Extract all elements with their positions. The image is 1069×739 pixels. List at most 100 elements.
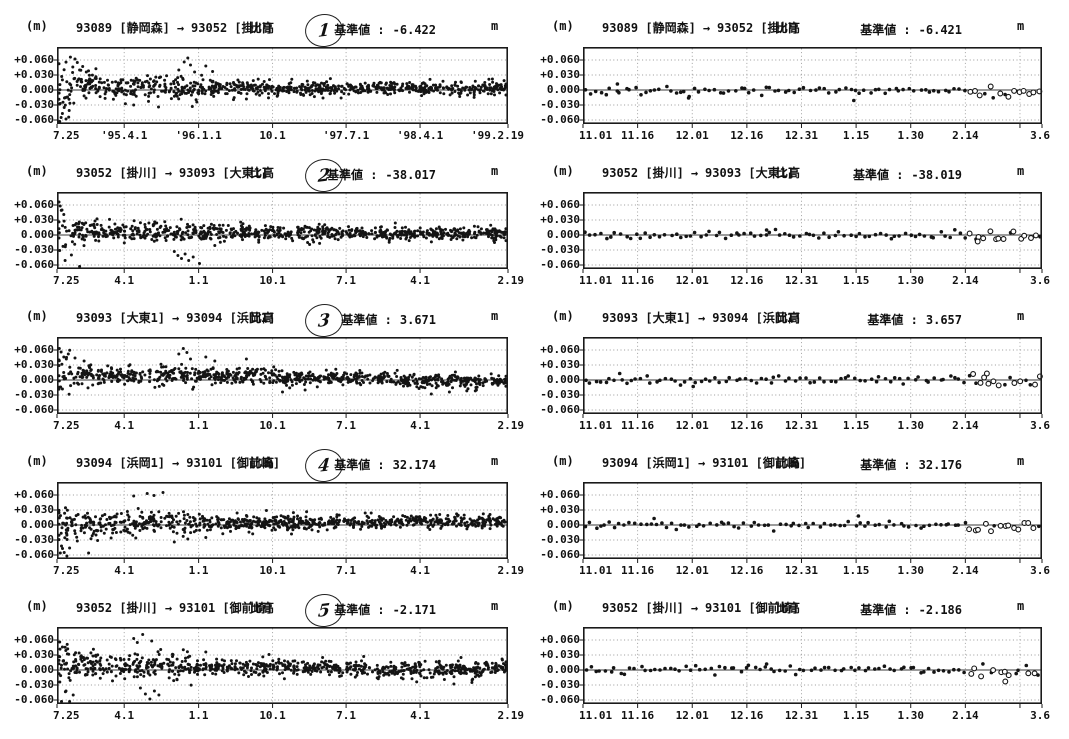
station-from-label: 93094 [浜岡1] <box>602 456 692 470</box>
y-tick-label: -0.030 <box>540 678 580 691</box>
chart-panel-right-2: (m) 93052 [掛川] → 93093 [大東1] 比高 基準値 : -38.019 m… <box>536 156 1060 298</box>
arrow-right-icon: → <box>172 456 180 470</box>
x-tick-label: 12.01 <box>675 709 709 722</box>
y-tick-label: 0.000 <box>546 373 580 386</box>
chart-header: (m) 93089 [静岡森] → 93052 [掛川] 比高 1 基準値 : -6.422 m <box>10 11 526 50</box>
reference-unit-label: m <box>491 599 499 613</box>
reference-value-block: 基準値 : -2.186 <box>812 599 962 618</box>
reference-value-block: 基準値 : -6.422 <box>286 19 436 38</box>
x-tick-label: 12.01 <box>675 419 709 432</box>
x-tick-label: 11.16 <box>621 564 655 577</box>
station-from-label: 93093 [大東1] <box>602 311 692 325</box>
reference-label: 基準値 : <box>334 458 385 472</box>
chart-panel-left-5: (m) 93052 [掛川] → 93101 [御前崎] 比高 5 基準値 : -2.171 m… <box>10 591 526 733</box>
x-tick-label: 7.25 <box>53 129 80 142</box>
reference-value-block: 基準値 : -6.421 <box>812 19 962 38</box>
measure-label: 比高 <box>250 456 275 470</box>
x-tick-label: 3.6 <box>1030 564 1050 577</box>
reference-value: 3.657 <box>925 313 962 327</box>
axis-unit-label: (m) <box>552 454 574 468</box>
x-tick-label: 1.30 <box>897 709 924 722</box>
station-from-label: 93052 [掛川] <box>602 166 684 180</box>
y-tick-label: +0.030 <box>540 648 580 661</box>
y-tick-label: 0.000 <box>20 83 54 96</box>
scatter-plot <box>53 337 509 418</box>
reference-unit-label: m <box>491 164 499 178</box>
x-tick-label: 1.30 <box>897 419 924 432</box>
reference-unit-label: m <box>1017 19 1025 33</box>
measure-label: 比高 <box>250 166 275 180</box>
arrow-right-icon: → <box>698 456 706 470</box>
reference-value: 32.174 <box>392 458 436 472</box>
station-to-label: 93094 [浜岡1] <box>186 311 276 325</box>
arrow-right-icon: → <box>164 166 173 180</box>
x-tick-label: 4.1 <box>410 274 430 287</box>
chart-panel-left-4: (m) 93094 [浜岡1] → 93101 [御前崎] 比高 4 基準値 :32.174… <box>10 446 526 588</box>
scatter-plot <box>579 337 1043 418</box>
chart-title: 93093 [大東1] → 93094 [浜岡1] <box>602 309 801 326</box>
scatter-plot <box>53 192 509 273</box>
chart-header: (m) 93094 [浜岡1] → 93101 [御前崎] 比高 4 基準値 :32.174… <box>10 446 526 485</box>
measure-label: 比高 <box>776 311 801 325</box>
x-tick-label: 11.16 <box>621 709 655 722</box>
x-tick-label: '99.2.19 <box>471 129 524 142</box>
x-tick-label: '96.1.1 <box>175 129 222 142</box>
x-tick-label: 3.6 <box>1030 419 1050 432</box>
reference-value-block: 基準値 : -38.017 <box>286 164 436 183</box>
station-to-label: 93101 [御前崎] <box>705 601 799 615</box>
x-tick-label: 1.15 <box>842 564 870 577</box>
chart-title: 93093 [大東1] → 93094 [浜岡1] <box>76 309 275 326</box>
scatter-plot <box>53 482 509 563</box>
arrow-right-icon: → <box>172 311 180 325</box>
y-tick-label: +0.030 <box>540 213 580 226</box>
x-tick-label: 1.1 <box>188 419 209 432</box>
reference-label: 基準値 : <box>341 313 392 327</box>
scatter-plot <box>579 482 1043 563</box>
y-tick-label: 0.000 <box>546 83 580 96</box>
reference-unit-label: m <box>491 454 499 468</box>
reference-value: -2.186 <box>918 603 962 617</box>
x-tick-label: 2.19 <box>497 564 525 577</box>
y-tick-label: +0.030 <box>540 503 580 516</box>
chart-title: 93089 [静岡森] → 93052 [掛川] <box>76 19 273 36</box>
x-tick-label: 1.1 <box>188 274 209 287</box>
y-tick-label: -0.030 <box>14 98 54 111</box>
x-tick-label: 4.1 <box>410 564 430 577</box>
x-tick-label: 11.01 <box>579 274 613 287</box>
measure-label: 比高 <box>250 21 275 35</box>
y-tick-label: +0.060 <box>14 198 54 211</box>
y-tick-label: +0.060 <box>540 198 580 211</box>
station-to-label: 93093 [大東1] <box>705 166 795 180</box>
axis-unit-label: (m) <box>26 309 48 323</box>
y-tick-label: +0.060 <box>14 53 54 66</box>
chart-header: (m) 93094 [浜岡1] → 93101 [御前崎] 比高 基準値 : 32.176 m <box>536 452 1060 478</box>
x-tick-label: 12.31 <box>784 709 819 722</box>
x-tick-label: 10.1 <box>259 419 286 432</box>
reference-value: -2.171 <box>392 603 436 617</box>
x-tick-label: 12.16 <box>730 564 764 577</box>
y-tick-label: +0.030 <box>540 68 580 81</box>
arrow-right-icon: → <box>702 21 711 35</box>
arrow-right-icon: → <box>690 601 699 615</box>
reference-value: -38.017 <box>385 168 436 182</box>
x-tick-label: 7.25 <box>53 274 80 287</box>
x-tick-label: 11.16 <box>621 129 655 142</box>
measure-label: 比高 <box>776 456 801 470</box>
scatter-plot <box>53 627 509 708</box>
reference-value: -6.422 <box>392 23 436 37</box>
axis-unit-label: (m) <box>26 164 48 178</box>
axis-unit-label: (m) <box>26 599 48 613</box>
reference-unit-label: m <box>1017 454 1025 468</box>
scatter-plot <box>579 627 1043 708</box>
y-tick-label: +0.060 <box>540 53 580 66</box>
chart-panel-left-2: (m) 93052 [掛川] → 93093 [大東1] 比高 2 基準値 : -38.017… <box>10 156 526 298</box>
reference-value-block: 基準値 : -2.171 <box>286 599 436 618</box>
chart-header: (m) 93052 [掛川] → 93101 [御前崎] 比高 5 基準値 : -2.171 m <box>10 591 526 630</box>
x-tick-label: 11.01 <box>579 564 613 577</box>
reference-value-block: 基準値 : 3.657 <box>812 309 962 328</box>
x-tick-label: 4.1 <box>114 709 135 722</box>
x-tick-label: 2.14 <box>952 564 979 577</box>
x-tick-label: 10.1 <box>259 564 286 577</box>
scatter-plot <box>53 47 509 128</box>
reference-label: 基準値 : <box>867 313 918 327</box>
